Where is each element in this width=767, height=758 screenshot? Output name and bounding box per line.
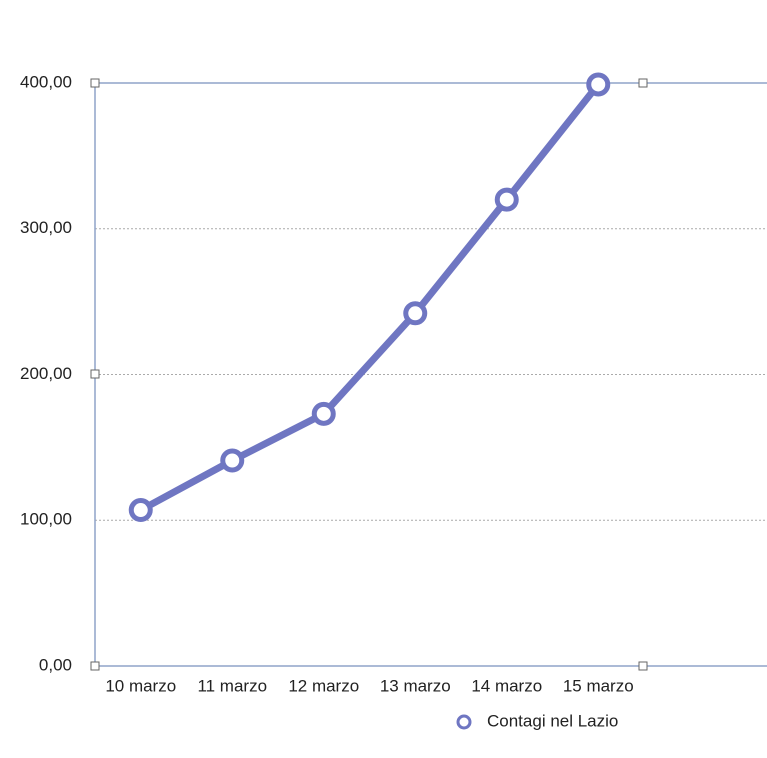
y-tick-label: 300,00 bbox=[20, 218, 72, 237]
data-point bbox=[586, 72, 611, 97]
x-tick-label: 13 marzo bbox=[380, 676, 451, 695]
x-tick-label: 12 marzo bbox=[288, 676, 359, 695]
selection-handle bbox=[638, 661, 648, 671]
x-tick-label: 10 marzo bbox=[105, 676, 176, 695]
legend-marker bbox=[456, 714, 472, 730]
x-tick-label: 11 marzo bbox=[197, 676, 267, 695]
y-tick-label: 400,00 bbox=[20, 72, 72, 91]
x-tick-label: 14 marzo bbox=[471, 676, 542, 695]
data-point bbox=[494, 187, 519, 212]
legend-label: Contagi nel Lazio bbox=[487, 711, 618, 730]
selection-handle bbox=[90, 661, 100, 671]
y-tick-label: 100,00 bbox=[20, 510, 72, 529]
data-line bbox=[139, 82, 601, 514]
x-tick-label: 15 marzo bbox=[563, 676, 634, 695]
data-point bbox=[220, 448, 245, 473]
y-tick-label: 0,00 bbox=[39, 655, 72, 674]
data-point bbox=[403, 301, 428, 326]
selection-handle bbox=[638, 78, 648, 88]
data-point bbox=[311, 401, 336, 426]
selection-handle bbox=[90, 369, 100, 379]
selection-handle bbox=[90, 78, 100, 88]
y-tick-label: 200,00 bbox=[20, 364, 72, 383]
data-point bbox=[128, 498, 153, 523]
